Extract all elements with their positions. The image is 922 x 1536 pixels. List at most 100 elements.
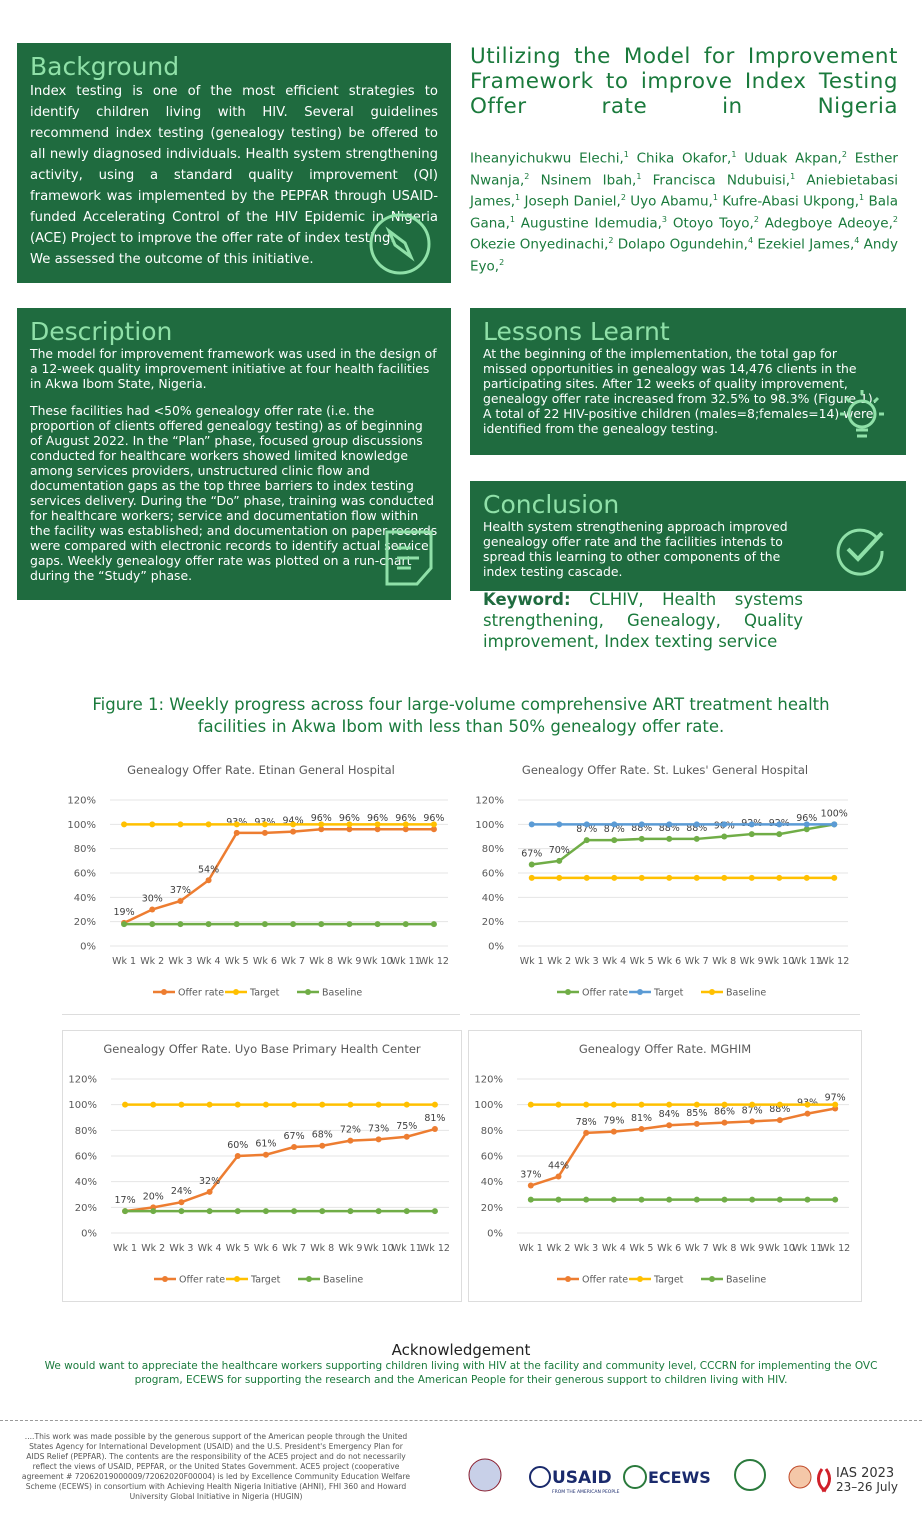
x-tick-label: Wk 12 — [420, 1243, 450, 1254]
paragraph: Health system strengthening approach imp… — [483, 519, 788, 579]
data-point — [666, 1122, 673, 1129]
legend-label: Target — [249, 988, 280, 999]
y-tick-label: 120% — [475, 796, 504, 807]
data-point — [831, 874, 838, 881]
data-label: 67% — [284, 1131, 305, 1142]
affiliation: 1 — [515, 193, 521, 202]
data-point — [374, 826, 381, 833]
affiliation: 2 — [524, 171, 530, 181]
data-point — [583, 1101, 590, 1108]
data-point — [290, 828, 297, 835]
data-point — [831, 821, 838, 828]
data-label: 61% — [255, 1139, 276, 1150]
data-point — [234, 1208, 241, 1215]
data-label: 86% — [714, 1107, 735, 1118]
x-tick-label: Wk 3 — [169, 1243, 193, 1254]
data-point — [556, 821, 563, 828]
author: Esther Nwanja, — [470, 150, 898, 189]
data-point — [178, 1199, 185, 1206]
data-point — [610, 1128, 617, 1135]
x-tick-label: Wk 6 — [657, 1243, 681, 1254]
data-point — [666, 1101, 673, 1108]
author: Ezekiel James, — [757, 236, 855, 253]
data-point — [346, 821, 353, 828]
ecews-seal — [623, 1465, 647, 1489]
data-point — [149, 921, 156, 928]
data-point — [375, 1136, 382, 1143]
data-point — [528, 874, 535, 881]
bulb-icon — [840, 390, 884, 438]
data-point — [122, 1208, 129, 1215]
data-point — [178, 1101, 185, 1108]
data-point — [149, 906, 156, 913]
data-point — [638, 1101, 645, 1108]
legend-label: Offer rate — [179, 1275, 225, 1286]
data-point — [206, 1208, 213, 1215]
data-point — [402, 826, 409, 833]
legend-marker — [162, 1276, 168, 1282]
data-point — [319, 1208, 326, 1215]
data-point — [346, 826, 353, 833]
data-point — [374, 821, 381, 828]
data-label: 96% — [339, 813, 360, 824]
y-tick-label: 100% — [474, 1100, 503, 1111]
author: Augustine Idemudia, — [520, 215, 662, 231]
data-point — [177, 921, 184, 928]
data-label: 70% — [549, 845, 570, 856]
data-point — [748, 821, 755, 828]
x-tick-label: Wk 8 — [309, 956, 333, 967]
data-point — [611, 837, 618, 844]
x-tick-label: Wk 7 — [685, 956, 709, 967]
y-tick-label: 100% — [475, 820, 504, 831]
data-point — [290, 921, 297, 928]
legend-label: Offer rate — [582, 988, 628, 999]
x-tick-label: Wk 10 — [765, 1243, 795, 1254]
x-tick-label: Wk 9 — [740, 1243, 764, 1254]
data-point — [262, 1151, 269, 1158]
legend-marker — [233, 989, 239, 995]
x-tick-label: Wk 7 — [282, 1243, 306, 1254]
data-point — [233, 921, 240, 928]
data-point — [693, 835, 700, 842]
data-point — [748, 831, 755, 838]
data-point — [666, 821, 673, 828]
chart: Genealogy Offer Rate. Etinan General Hos… — [62, 752, 460, 1015]
affiliation: 2 — [841, 150, 847, 159]
data-label: 85% — [686, 1108, 707, 1119]
affiliation: 1 — [859, 193, 865, 202]
data-point — [205, 921, 212, 928]
legend-label: Target — [250, 1275, 281, 1286]
paragraph: The model for improvement framework was … — [30, 346, 437, 391]
legend-marker — [637, 1276, 643, 1282]
data-label: 96% — [796, 813, 817, 824]
chart: Genealogy Offer Rate. MGHIM 0% 20% 40% 60% 80… — [468, 1030, 862, 1302]
author: Andy Eyo, — [470, 236, 898, 275]
affiliation: 4 — [747, 236, 754, 245]
data-point — [402, 921, 409, 928]
affiliation: 2 — [892, 214, 898, 224]
x-tick-label: Wk 12 — [820, 1243, 850, 1254]
x-tick-label: Wk 5 — [630, 1243, 654, 1254]
data-label: 81% — [424, 1113, 445, 1124]
data-point — [611, 821, 618, 828]
data-label: 87% — [576, 824, 597, 835]
data-point — [638, 874, 645, 881]
x-tick-label: Wk 11 — [792, 956, 822, 967]
data-point — [555, 1196, 562, 1203]
legend-marker — [565, 989, 571, 995]
x-tick-label: Wk 2 — [547, 956, 571, 967]
legend-label: Offer rate — [178, 988, 224, 999]
data-point — [666, 874, 673, 881]
y-tick-label: 80% — [74, 844, 96, 855]
data-point — [233, 821, 240, 828]
data-point — [556, 874, 563, 881]
data-point — [527, 1182, 534, 1189]
data-point — [693, 1120, 700, 1127]
data-point — [402, 821, 409, 828]
footer-text: ....This work was made possible by the g… — [21, 1432, 411, 1501]
author: Nsinem Ibah, — [540, 172, 637, 188]
x-tick-label: Wk 3 — [574, 1243, 598, 1254]
divider — [0, 1420, 922, 1421]
data-point — [776, 1101, 783, 1108]
